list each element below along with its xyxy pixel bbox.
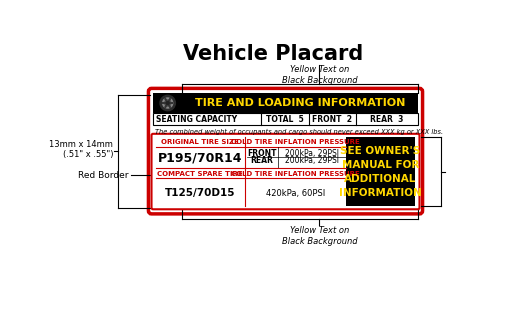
Text: T125/70D15: T125/70D15 [165,188,236,198]
FancyBboxPatch shape [148,88,422,214]
Text: COLD TIRE INFLATION PRESSURE: COLD TIRE INFLATION PRESSURE [231,171,360,177]
Text: FRONT: FRONT [247,149,276,157]
Text: SEE OWNER'S
MANUAL FOR
ADDITIONAL
INFORMATION: SEE OWNER'S MANUAL FOR ADDITIONAL INFORM… [339,146,421,198]
Text: 420kPa, 60PSI: 420kPa, 60PSI [266,189,325,198]
Circle shape [163,98,173,108]
Text: ORIGINAL TIRE SIZE: ORIGINAL TIRE SIZE [161,139,239,145]
Text: Yellow Text on
Black Background: Yellow Text on Black Background [282,65,357,85]
Text: SEATING CAPACITY: SEATING CAPACITY [156,115,237,124]
Bar [153,113,418,125]
Circle shape [166,102,169,105]
Circle shape [165,100,171,106]
Text: Vehicle Placard: Vehicle Placard [183,44,364,64]
Bar [153,93,182,113]
Bar [153,93,418,113]
Text: 13mm x 14mm
(.51" x .55"): 13mm x 14mm (.51" x .55") [49,140,113,159]
Text: 200kPa, 29PSI: 200kPa, 29PSI [285,149,338,157]
Bar [346,137,415,206]
Text: FRONT  2: FRONT 2 [312,115,352,124]
Text: TIRE AND LOADING INFORMATION: TIRE AND LOADING INFORMATION [195,98,406,108]
Text: P195/70R14: P195/70R14 [158,151,242,164]
Text: COMPACT SPARE TIRE: COMPACT SPARE TIRE [157,171,243,177]
Text: TOTAL  5: TOTAL 5 [266,115,304,124]
Text: Red Border: Red Border [78,171,129,180]
Text: REAR: REAR [250,156,273,165]
FancyBboxPatch shape [152,134,419,209]
Text: 200kPa, 29PSI: 200kPa, 29PSI [285,156,338,165]
Circle shape [160,95,176,111]
Text: REAR  3: REAR 3 [371,115,404,124]
Text: COLD TIRE INFLATION PRESSURE: COLD TIRE INFLATION PRESSURE [231,139,360,145]
Text: Yellow Text on
Black Background: Yellow Text on Black Background [282,226,357,246]
Text: The combined weight of occupants and cargo should never exceed XXX kg or XXX lbs: The combined weight of occupants and car… [155,128,443,135]
